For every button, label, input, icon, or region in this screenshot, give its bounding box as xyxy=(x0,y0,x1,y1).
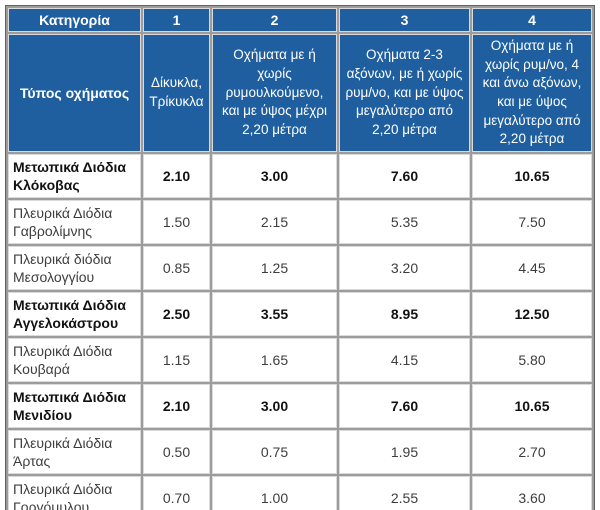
toll-station-label: Μετωπικά Διόδια Αγγελοκάστρου xyxy=(8,291,141,336)
toll-price-value: 1.65 xyxy=(212,337,337,382)
table-row: Πλευρικά Διόδια Άρτας 0.50 0.75 1.95 2.70 xyxy=(8,429,592,474)
toll-station-label: Μετωπικά Διόδια Κλόκοβας xyxy=(8,153,141,198)
toll-price-value: 1.25 xyxy=(212,245,337,290)
toll-price-value: 0.75 xyxy=(212,429,337,474)
toll-station-label: Πλευρικά διόδια Μεσολογγίου xyxy=(8,245,141,290)
vehicle-type-header-label: Τύπος οχήματος xyxy=(8,34,141,152)
toll-price-value: 5.80 xyxy=(472,337,592,382)
toll-price-value: 0.50 xyxy=(143,429,210,474)
table-body: Μετωπικά Διόδια Κλόκοβας 2.10 3.00 7.60 10.6… xyxy=(8,153,592,510)
toll-price-value: 2.50 xyxy=(143,291,210,336)
toll-station-label: Πλευρικά Διόδια Γοργόμυλου xyxy=(8,475,141,510)
toll-price-value: 7.60 xyxy=(339,383,470,428)
toll-price-value: 0.85 xyxy=(143,245,210,290)
toll-station-label: Μετωπικά Διόδια Μενιδίου xyxy=(8,383,141,428)
toll-price-value: 12.50 xyxy=(472,291,592,336)
type-header-row: Τύπος οχήματος Δίκυκλα, Τρίκυκλα Οχήματα … xyxy=(8,34,592,152)
toll-station-label: Πλευρικά Διόδια Γαβρολίμνης xyxy=(8,199,141,244)
vehicle-type-description: Οχήματα με ή χωρίς ρυμ/νο, 4 και άνω αξό… xyxy=(472,34,592,152)
toll-price-value: 2.10 xyxy=(143,153,210,198)
toll-price-value: 5.35 xyxy=(339,199,470,244)
category-number-4: 4 xyxy=(472,8,592,32)
toll-price-value: 1.95 xyxy=(339,429,470,474)
toll-price-value: 4.45 xyxy=(472,245,592,290)
toll-price-value: 10.65 xyxy=(472,383,592,428)
table-row: Πλευρικά Διόδια Κουβαρά 1.15 1.65 4.15 5.80 xyxy=(8,337,592,382)
toll-price-value: 3.55 xyxy=(212,291,337,336)
table-row: Πλευρικά Διόδια Γαβρολίμνης 1.50 2.15 5.35 7… xyxy=(8,199,592,244)
toll-station-label: Πλευρικά Διόδια Άρτας xyxy=(8,429,141,474)
vehicle-type-description: Οχήματα με ή χωρίς ρυμουλκούμενο, και με… xyxy=(212,34,337,152)
toll-price-value: 2.10 xyxy=(143,383,210,428)
toll-price-value: 1.50 xyxy=(143,199,210,244)
toll-price-value: 7.60 xyxy=(339,153,470,198)
toll-price-value: 2.15 xyxy=(212,199,337,244)
toll-price-value: 3.00 xyxy=(212,383,337,428)
toll-price-value: 3.60 xyxy=(472,475,592,510)
table-row: Μετωπικά Διόδια Αγγελοκάστρου 2.50 3.55 8.9… xyxy=(8,291,592,336)
vehicle-type-description: Οχήματα 2-3 αξόνων, με ή χωρίς ρυμ/νο, κ… xyxy=(339,34,470,152)
toll-price-value: 1.00 xyxy=(212,475,337,510)
toll-station-label: Πλευρικά Διόδια Κουβαρά xyxy=(8,337,141,382)
category-number-1: 1 xyxy=(143,8,210,32)
table-row: Πλευρικά διόδια Μεσολογγίου 0.85 1.25 3.20 4… xyxy=(8,245,592,290)
table-row: Μετωπικά Διόδια Μενιδίου 2.10 3.00 7.60 10.6… xyxy=(8,383,592,428)
toll-price-value: 8.95 xyxy=(339,291,470,336)
toll-price-value: 3.20 xyxy=(339,245,470,290)
toll-price-value: 1.15 xyxy=(143,337,210,382)
table-row: Μετωπικά Διόδια Κλόκοβας 2.10 3.00 7.60 10.6… xyxy=(8,153,592,198)
table-row: Πλευρικά Διόδια Γοργόμυλου 0.70 1.00 2.55 3.… xyxy=(8,475,592,510)
toll-price-value: 10.65 xyxy=(472,153,592,198)
category-header-label: Κατηγορία xyxy=(8,8,141,32)
category-number-2: 2 xyxy=(212,8,337,32)
category-number-3: 3 xyxy=(339,8,470,32)
toll-price-value: 2.70 xyxy=(472,429,592,474)
toll-price-value: 3.00 xyxy=(212,153,337,198)
toll-price-value: 0.70 xyxy=(143,475,210,510)
toll-price-value: 7.50 xyxy=(472,199,592,244)
vehicle-type-description: Δίκυκλα, Τρίκυκλα xyxy=(143,34,210,152)
toll-price-value: 2.55 xyxy=(339,475,470,510)
toll-price-value: 4.15 xyxy=(339,337,470,382)
